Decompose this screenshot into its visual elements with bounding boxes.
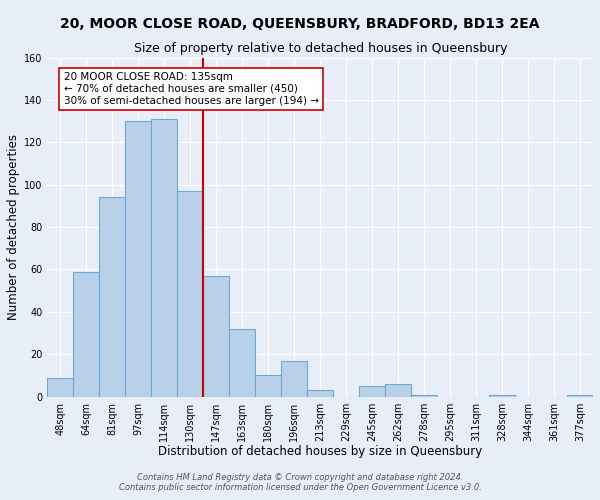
Text: Contains HM Land Registry data © Crown copyright and database right 2024.
Contai: Contains HM Land Registry data © Crown c…: [119, 473, 481, 492]
Bar: [47, 378, 73, 396]
Bar: [151, 119, 178, 396]
X-axis label: Distribution of detached houses by size in Queensbury: Distribution of detached houses by size …: [158, 445, 482, 458]
Bar: [73, 272, 100, 396]
Bar: [385, 384, 411, 396]
Bar: [178, 191, 203, 396]
Bar: [489, 394, 515, 396]
Bar: [229, 329, 256, 396]
Bar: [307, 390, 333, 396]
Bar: [125, 121, 151, 396]
Y-axis label: Number of detached properties: Number of detached properties: [7, 134, 20, 320]
Bar: [281, 360, 307, 396]
Bar: [411, 394, 437, 396]
Bar: [256, 376, 281, 396]
Bar: [567, 394, 593, 396]
Text: 20 MOOR CLOSE ROAD: 135sqm
← 70% of detached houses are smaller (450)
30% of sem: 20 MOOR CLOSE ROAD: 135sqm ← 70% of deta…: [64, 72, 319, 106]
Bar: [203, 276, 229, 396]
Bar: [100, 198, 125, 396]
Title: Size of property relative to detached houses in Queensbury: Size of property relative to detached ho…: [134, 42, 507, 55]
Text: 20, MOOR CLOSE ROAD, QUEENSBURY, BRADFORD, BD13 2EA: 20, MOOR CLOSE ROAD, QUEENSBURY, BRADFOR…: [60, 18, 540, 32]
Bar: [359, 386, 385, 396]
